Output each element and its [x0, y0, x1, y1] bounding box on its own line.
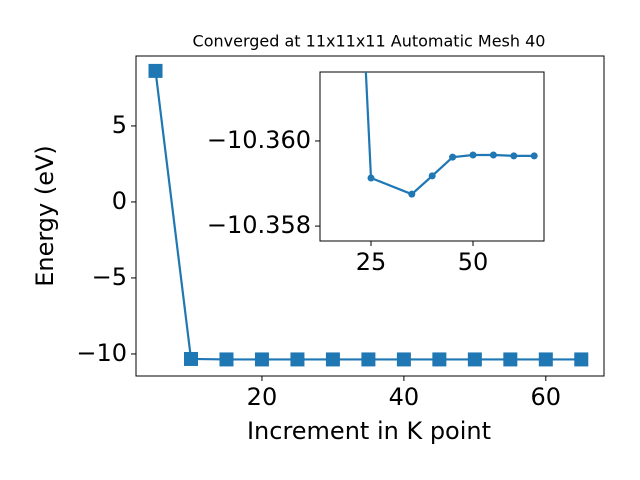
x-tick-label: 60: [531, 383, 562, 411]
data-marker: [510, 152, 518, 160]
y-tick-label: −5: [92, 263, 127, 291]
x-tick-label: 40: [389, 383, 420, 411]
data-marker: [489, 151, 497, 159]
data-marker: [432, 352, 447, 367]
data-marker: [503, 352, 518, 367]
data-marker: [538, 352, 553, 367]
data-marker: [467, 352, 482, 367]
data-marker: [219, 352, 234, 367]
data-marker: [290, 352, 305, 367]
x-tick-label: 20: [247, 383, 278, 411]
data-marker: [469, 151, 477, 159]
x-tick-label: 50: [458, 248, 489, 276]
plot-content: [364, 72, 538, 198]
data-marker: [148, 63, 163, 78]
y-tick-label: −10.358: [207, 211, 311, 239]
data-marker: [325, 352, 340, 367]
data-marker: [183, 351, 198, 366]
data-marker: [574, 352, 589, 367]
plot-content: [148, 63, 589, 367]
data-marker: [408, 190, 416, 198]
y-tick-label: 0: [112, 187, 127, 215]
data-marker: [361, 352, 376, 367]
data-marker: [254, 352, 269, 367]
data-marker: [530, 152, 538, 160]
x-axis-label: Increment in K point: [247, 417, 491, 445]
y-tick-label: −10: [76, 339, 127, 367]
data-marker: [367, 174, 375, 182]
y-axis-label: Energy (eV): [31, 145, 59, 287]
chart-title: Converged at 11x11x11 Automatic Mesh 40: [193, 32, 546, 51]
x-tick-label: 25: [356, 248, 387, 276]
data-marker: [449, 153, 457, 161]
data-marker: [428, 172, 436, 180]
data-marker: [396, 352, 411, 367]
y-tick-label: 5: [112, 111, 127, 139]
y-tick-label: −10.360: [207, 126, 311, 154]
